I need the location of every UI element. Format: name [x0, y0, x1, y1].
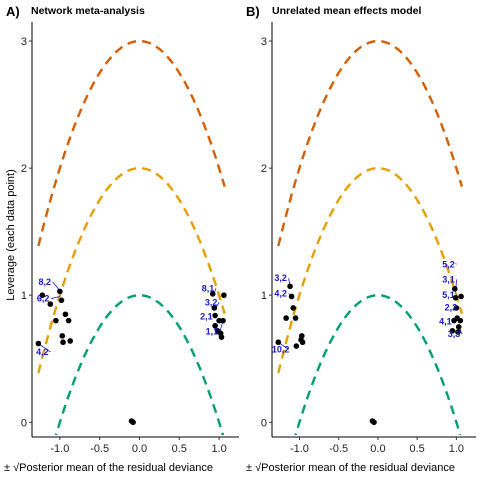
data-point	[218, 334, 225, 340]
x-tick-label: 1.0	[211, 443, 226, 455]
x-tick-label: -1.0	[290, 443, 309, 455]
curve-c2	[277, 167, 464, 374]
data-point	[452, 294, 459, 301]
point-label: 4,1	[439, 316, 452, 326]
data-point	[275, 339, 282, 346]
panel-a: A) Network meta-analysis Leverage (each …	[4, 4, 239, 474]
data-point	[452, 286, 458, 292]
panel-b-title: Unrelated mean effects model	[272, 5, 421, 17]
data-point	[455, 324, 462, 330]
data-point	[67, 338, 74, 344]
panel-b: B) Unrelated mean effects model ± √Poste…	[246, 4, 476, 474]
x-tick-label: -0.5	[329, 443, 348, 455]
data-point	[212, 322, 218, 329]
data-point	[65, 317, 72, 324]
y-tick-label: 0	[21, 417, 27, 429]
data-point	[130, 419, 136, 426]
point-label: 2,1	[200, 311, 213, 321]
data-point	[59, 333, 66, 339]
curve-c3	[277, 39, 464, 247]
panel-a-letter: A)	[6, 4, 20, 19]
data-point	[292, 315, 299, 321]
data-point	[457, 317, 464, 324]
panel-a-ylabel: Leverage (each data point)	[5, 169, 17, 300]
point-label: 6,2	[37, 294, 50, 304]
curve-c3	[37, 39, 226, 247]
y-tick-label: 0	[261, 417, 267, 429]
data-point	[60, 339, 66, 346]
data-point	[212, 312, 218, 319]
y-tick-label: 1	[21, 290, 27, 302]
point-label: 2,2	[445, 302, 458, 312]
data-point	[371, 419, 377, 426]
data-point	[211, 305, 218, 311]
y-tick-label: 2	[21, 163, 27, 175]
point-label: 4,2	[274, 288, 287, 298]
data-point	[53, 317, 59, 324]
point-label: 10,2	[272, 344, 290, 354]
y-tick-label: 3	[261, 36, 267, 48]
x-tick-label: 0.0	[370, 443, 385, 455]
data-point	[39, 292, 46, 299]
panel-b-letter: B)	[246, 4, 260, 19]
data-point	[209, 291, 216, 297]
curve-c2	[37, 167, 226, 374]
point-label: 3,3	[448, 329, 461, 339]
point-label: 4,2	[36, 347, 49, 357]
y-tick-label: 3	[21, 36, 27, 48]
point-label: 3,1	[442, 275, 455, 285]
point-label: 8,1	[202, 283, 215, 293]
data-point	[299, 339, 306, 346]
data-point	[35, 340, 42, 347]
panel-a-xlabel: ± √Posterior mean of the residual devian…	[4, 462, 213, 474]
data-point	[58, 297, 65, 304]
curve-c1	[54, 293, 225, 435]
x-tick-label: -0.5	[90, 443, 109, 455]
data-point	[299, 333, 305, 339]
data-point	[453, 305, 460, 311]
data-point	[283, 315, 289, 321]
x-tick-label: 0.5	[410, 443, 425, 455]
y-tick-label: 2	[261, 163, 267, 175]
data-point	[220, 317, 226, 324]
point-label: 5,1	[442, 290, 455, 300]
data-point	[290, 305, 296, 311]
label-leader	[455, 263, 457, 265]
data-point	[293, 343, 300, 349]
data-point	[287, 283, 293, 290]
label-leader	[51, 296, 60, 299]
data-point	[288, 293, 295, 300]
data-point	[455, 329, 461, 335]
data-point	[458, 293, 464, 300]
data-point	[221, 292, 227, 299]
point-label: 3,2	[274, 273, 287, 283]
curve-c1	[294, 293, 462, 435]
data-point	[47, 301, 54, 307]
panel-b-xlabel: ± √Posterior mean of the residual devian…	[246, 462, 455, 474]
panel-a-title: Network meta-analysis	[31, 5, 145, 17]
point-label: 3,2	[205, 297, 218, 307]
label-leader	[219, 323, 223, 332]
x-tick-label: 0.5	[172, 443, 187, 455]
x-tick-label: -1.0	[50, 443, 69, 455]
point-label: 1,1	[206, 327, 219, 337]
data-point	[449, 327, 456, 334]
y-tick-label: 1	[261, 290, 267, 302]
data-point	[62, 311, 69, 318]
point-label: 8,2	[38, 277, 51, 287]
data-point	[57, 288, 63, 295]
x-tick-label: 1.0	[449, 443, 464, 455]
x-tick-label: 0.0	[132, 443, 147, 455]
data-point	[216, 317, 222, 324]
point-label: 5,2	[442, 259, 455, 269]
